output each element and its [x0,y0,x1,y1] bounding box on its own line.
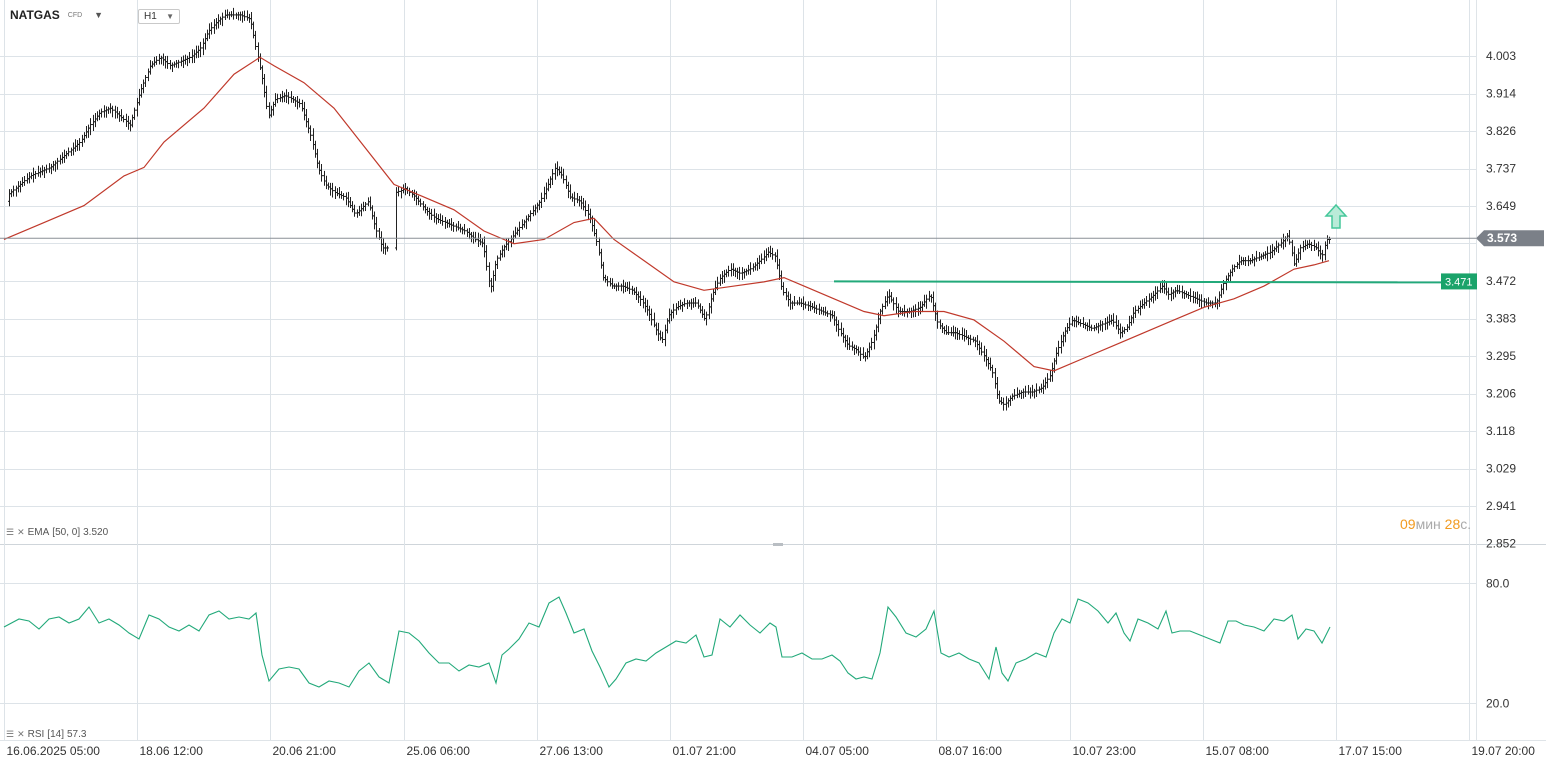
time-tick-label: 17.07 15:00 [1339,744,1403,758]
price-tick-label: 3.472 [1486,274,1516,288]
rsi-name: RSI [27,729,45,740]
symbol-header[interactable]: NATGAS CFD ▼ [10,8,103,22]
timeframe-select[interactable]: H1 ▼ [138,9,180,24]
time-tick-label: 04.07 05:00 [806,744,870,758]
chevron-down-icon: ▼ [166,12,174,21]
current-price-tag [1476,230,1544,247]
indicator-settings-icon[interactable]: ☰ [6,729,15,739]
pane-resize-handle[interactable] [773,543,783,546]
ema-params: [50, 0] [52,527,81,538]
rsi-tick-label: 20.0 [1486,697,1510,711]
price-tick-label: 3.118 [1486,424,1515,438]
up-arrow-icon[interactable] [1324,203,1348,229]
price-tick-label: 3.029 [1486,462,1516,476]
price-candles[interactable] [8,7,1331,411]
price-tick-label: 3.826 [1486,124,1516,138]
price-tick-label: 3.649 [1486,199,1516,213]
price-tick-label: 3.383 [1486,312,1516,326]
price-tick-label: 2.852 [1486,537,1516,551]
price-tick-label: 3.295 [1486,349,1516,363]
candle-countdown: 09мин 28с. [1400,516,1471,532]
symbol-dropdown-icon[interactable]: ▼ [94,10,104,20]
rsi-tick-label: 80.0 [1486,577,1510,591]
price-tick-label: 4.003 [1486,49,1516,63]
time-tick-label: 01.07 21:00 [673,744,737,758]
time-tick-label: 20.06 21:00 [273,744,337,758]
ema-value: 3.520 [83,527,109,538]
time-tick-label: 27.06 13:00 [540,744,604,758]
timer-min-unit: мин [1415,516,1441,532]
timer-sec-unit: с. [1460,516,1472,532]
price-tick-label: 3.914 [1486,87,1516,101]
rsi-indicator-label[interactable]: ☰ ✕ RSI [14] 57.3 [6,729,86,740]
ema-line[interactable] [3,56,1330,372]
level-tag[interactable] [1441,273,1477,290]
timer-seconds: 28 [1444,516,1461,532]
ema-indicator-label[interactable]: ☰ ✕ EMA [50, 0] 3.520 [6,527,108,538]
rsi-value: 57.3 [66,729,87,740]
current-price-label: 3.573 [1487,231,1517,245]
symbol-name[interactable]: NATGAS [10,8,60,22]
timeframe-value: H1 [144,11,157,22]
time-tick-label: 10.07 23:00 [1073,744,1137,758]
symbol-type: CFD [67,11,83,19]
ema-name: EMA [27,527,50,538]
horizontal-level-line[interactable] [833,280,1443,284]
time-tick-label: 19.07 20:00 [1472,744,1536,758]
indicator-remove-icon[interactable]: ✕ [17,729,25,739]
rsi-line[interactable] [3,596,1331,689]
time-tick-label: 25.06 06:00 [407,744,471,758]
time-tick-label: 15.07 08:00 [1206,744,1270,758]
timer-minutes: 09 [1400,516,1416,532]
rsi-params: [14] [47,729,64,740]
time-tick-label: 08.07 16:00 [939,744,1003,758]
price-tick-label: 2.941 [1486,499,1516,513]
price-tick-label: 3.206 [1486,387,1516,401]
time-tick-label: 16.06.2025 05:00 [7,744,101,758]
indicator-settings-icon[interactable]: ☰ [6,527,15,537]
indicator-remove-icon[interactable]: ✕ [17,527,25,537]
price-tick-label: 3.737 [1486,162,1516,176]
level-tag-label: 3.471 [1445,276,1473,288]
time-tick-label: 18.06 12:00 [140,744,204,758]
